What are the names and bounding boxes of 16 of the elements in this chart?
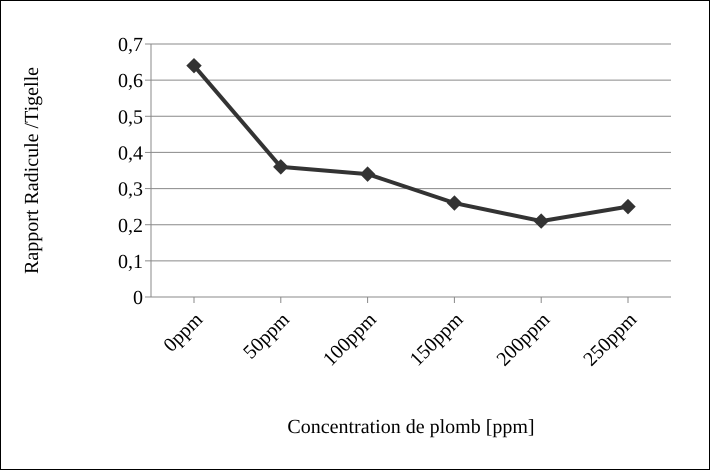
y-tick-label: 0,5: [118, 106, 143, 128]
y-tick-label: 0,1: [118, 250, 143, 273]
y-tick-label: 0,7: [118, 34, 143, 56]
point: [273, 159, 288, 174]
point: [186, 58, 202, 74]
point: [360, 166, 376, 182]
y-tick-label: 0,4: [118, 142, 143, 165]
y-tick-label: 0,3: [118, 178, 143, 201]
y-tick-label: 0,2: [118, 214, 143, 237]
y-tick-label: 0: [133, 287, 143, 310]
point: [534, 214, 549, 229]
point: [620, 199, 636, 214]
point: [446, 196, 462, 211]
x-axis-title: Concentration de plomb [ppm]: [287, 416, 535, 438]
y-axis-title: Rapport Radicule /Tigelle: [21, 66, 44, 274]
y-tick-label: 0,6: [118, 70, 143, 92]
